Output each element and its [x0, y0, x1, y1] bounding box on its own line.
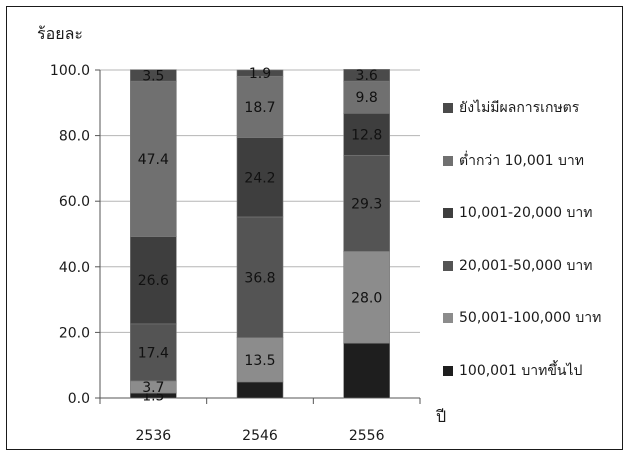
bar-segment — [343, 154, 390, 252]
data-label: 17.4 — [138, 345, 169, 361]
data-label: 3.5 — [142, 68, 164, 84]
legend-label: 100,001 บาทขึ้นไป — [459, 362, 583, 379]
legend: ยังไม่มีผลการเกษตร ต่ำกว่า 10,001 บาท 10… — [443, 95, 601, 410]
y-axis-title: ร้อยละ — [37, 24, 83, 43]
legend-item-20001-50000: 20,001-50,000 บาท — [443, 253, 601, 279]
bar-segment — [130, 80, 177, 237]
legend-item-no-income: ยังไม่มีผลการเกษตร — [443, 95, 601, 121]
legend-item-10001-20000: 10,001-20,000 บาท — [443, 200, 601, 226]
legend-label: 50,001-100,000 บาท — [459, 310, 602, 326]
y-tick-label: 60.0 — [59, 194, 90, 210]
bar-segment — [343, 112, 390, 156]
data-label: 36.8 — [244, 270, 275, 286]
y-tick-label: 80.0 — [59, 129, 90, 145]
legend-item-50001-100000: 50,001-100,000 บาท — [443, 305, 601, 331]
legend-item-under-10001: ต่ำกว่า 10,001 บาท — [443, 148, 601, 174]
data-label: 29.3 — [351, 196, 382, 212]
legend-swatch — [443, 208, 453, 218]
data-label: 3.7 — [142, 380, 164, 396]
legend-label: 10,001-20,000 บาท — [459, 205, 593, 221]
legend-label: ยังไม่มีผลการเกษตร — [459, 100, 580, 116]
bar-segment — [130, 323, 177, 382]
data-label: 9.8 — [356, 90, 378, 106]
bar-segment — [130, 69, 177, 82]
x-tick-label: 2556 — [349, 428, 385, 444]
chart-frame — [6, 6, 623, 450]
data-label: 18.7 — [244, 100, 275, 116]
bar-segment — [236, 75, 284, 138]
legend-label: ต่ำกว่า 10,001 บาท — [459, 152, 585, 169]
y-tick-label: 100.0 — [50, 63, 90, 79]
data-label: 47.4 — [138, 152, 169, 168]
legend-swatch — [443, 313, 453, 323]
data-label: 13.5 — [244, 353, 275, 369]
legend-swatch — [443, 260, 453, 271]
bar-segment — [236, 69, 284, 77]
data-label: 12.8 — [351, 127, 382, 143]
data-label: 28.0 — [351, 290, 382, 306]
data-label: 1.9 — [249, 66, 271, 82]
bar-segment — [236, 137, 284, 218]
legend-swatch — [443, 365, 453, 376]
legend-swatch — [443, 155, 453, 166]
legend-item-over-100001: 100,001 บาทขึ้นไป — [443, 358, 601, 384]
x-tick-label: 2536 — [136, 428, 172, 444]
bar-segment — [343, 342, 390, 399]
legend-label: 20,001-50,000 บาท — [459, 257, 593, 274]
bar-segment — [343, 251, 390, 344]
y-tick-label: 40.0 — [59, 260, 90, 276]
x-tick-label: 2546 — [242, 428, 278, 444]
data-label: 3.6 — [356, 68, 378, 84]
data-label: 24.2 — [244, 170, 275, 186]
y-tick-label: 0.0 — [68, 391, 90, 407]
bar-segment — [236, 381, 284, 399]
x-axis-title: ปี — [436, 407, 447, 426]
y-tick-label: 20.0 — [59, 325, 90, 341]
legend-swatch — [443, 103, 453, 113]
bar-segment — [236, 216, 284, 338]
data-label: 26.6 — [138, 273, 169, 289]
bar-segment — [130, 236, 177, 325]
bar-segment — [343, 69, 390, 82]
